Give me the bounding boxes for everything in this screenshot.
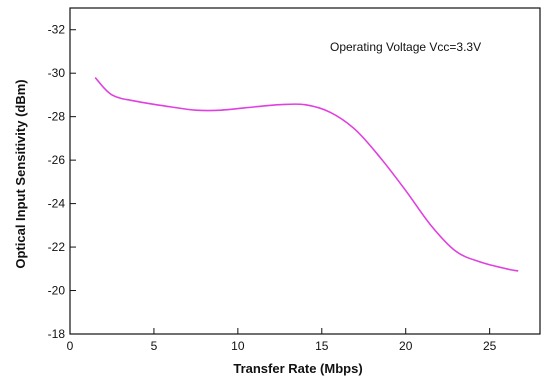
x-axis-title: Transfer Rate (Mbps): [233, 361, 362, 376]
y-tick-label: -30: [48, 66, 66, 80]
y-tick-label: -32: [48, 23, 66, 37]
series-line: [94, 76, 519, 272]
plot-frame: [69, 7, 541, 335]
x-tick-label: 15: [315, 339, 329, 353]
x-tick-label: 5: [151, 339, 158, 353]
x-tick-label: 25: [483, 339, 497, 353]
y-tick-label: -20: [48, 284, 66, 298]
y-tick-label: -26: [48, 153, 66, 167]
y-tick-label: -22: [48, 240, 66, 254]
y-tick-label: -28: [48, 110, 66, 124]
x-tick-label: 10: [231, 339, 245, 353]
y-axis-title: Optical Input Sensitivity (dBm): [13, 79, 28, 268]
annotation-text: Operating Voltage Vcc=3.3V: [330, 40, 481, 54]
y-tick-label: -24: [48, 197, 66, 211]
x-tick-label: 0: [67, 339, 74, 353]
x-tick-label: 20: [399, 339, 413, 353]
y-axis: -32 -30 -28 -26 -24 -22 -20 -18: [48, 23, 76, 341]
y-tick-label: -18: [48, 327, 66, 341]
x-axis: 0 5 10 15 20 25: [67, 328, 497, 353]
